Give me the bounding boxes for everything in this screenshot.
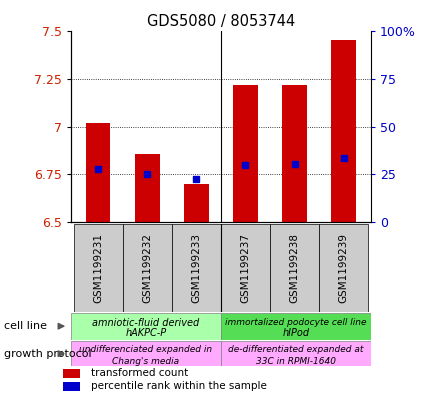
Text: GSM1199237: GSM1199237 — [240, 233, 250, 303]
Bar — [123, 224, 172, 312]
Bar — [172, 224, 220, 312]
Bar — [318, 224, 367, 312]
Bar — [184, 184, 208, 222]
Bar — [63, 382, 80, 391]
Text: immortalized podocyte cell line: immortalized podocyte cell line — [224, 318, 366, 327]
Bar — [63, 369, 80, 378]
Title: GDS5080 / 8053744: GDS5080 / 8053744 — [147, 14, 294, 29]
Text: GSM1199238: GSM1199238 — [289, 233, 299, 303]
Text: GSM1199233: GSM1199233 — [191, 233, 201, 303]
Text: transformed count: transformed count — [90, 368, 187, 378]
Bar — [269, 224, 318, 312]
Text: percentile rank within the sample: percentile rank within the sample — [90, 381, 266, 391]
Bar — [71, 341, 221, 366]
Text: cell line: cell line — [4, 321, 47, 331]
Bar — [71, 313, 221, 340]
Text: GSM1199231: GSM1199231 — [93, 233, 103, 303]
Bar — [74, 224, 123, 312]
Text: growth protocol: growth protocol — [4, 349, 92, 359]
Bar — [86, 123, 110, 222]
Text: 33C in RPMI-1640: 33C in RPMI-1640 — [255, 357, 335, 365]
Bar — [221, 224, 269, 312]
Bar — [331, 40, 355, 222]
Text: hIPod: hIPod — [282, 328, 309, 338]
Text: Chang's media: Chang's media — [112, 357, 179, 365]
Text: GSM1199239: GSM1199239 — [338, 233, 348, 303]
Text: undifferenciated expanded in: undifferenciated expanded in — [79, 345, 212, 354]
Text: amniotic-fluid derived: amniotic-fluid derived — [92, 318, 199, 328]
Bar — [135, 154, 159, 222]
Bar — [233, 85, 257, 222]
Text: de-differentiated expanded at: de-differentiated expanded at — [227, 345, 362, 354]
Text: GSM1199232: GSM1199232 — [142, 233, 152, 303]
Text: hAKPC-P: hAKPC-P — [125, 328, 166, 338]
Bar — [221, 313, 370, 340]
Bar — [221, 341, 370, 366]
Bar — [282, 85, 306, 222]
